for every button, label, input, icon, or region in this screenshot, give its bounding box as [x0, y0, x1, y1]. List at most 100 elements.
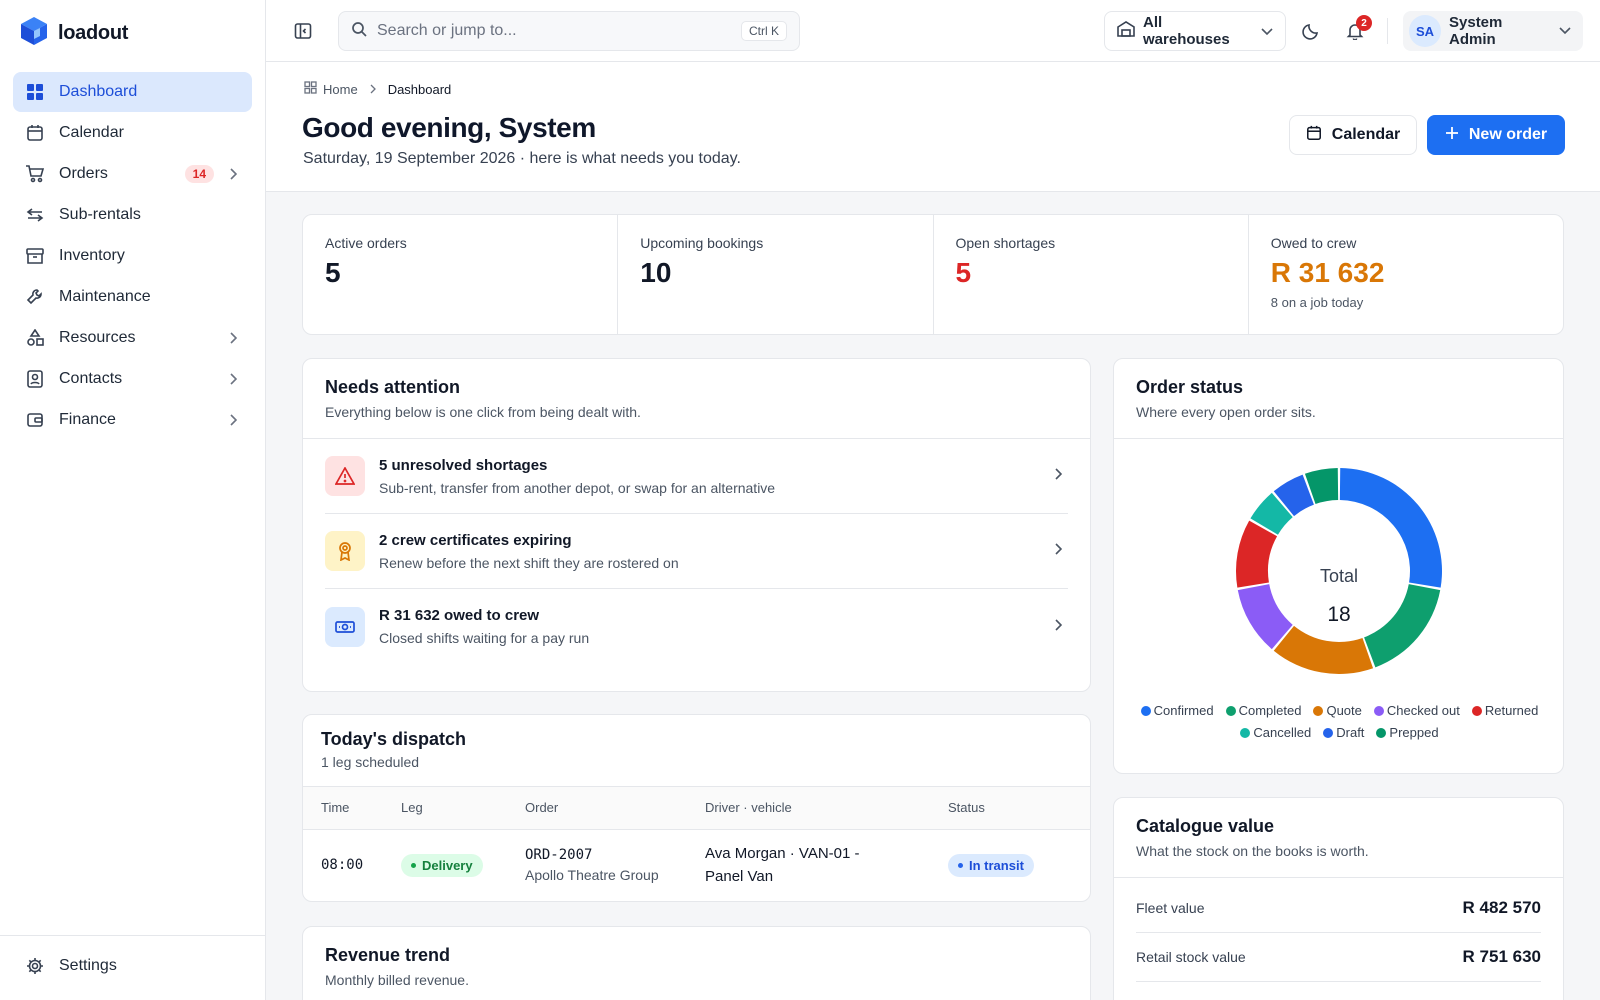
donut-slice-confirmed[interactable]: [1339, 468, 1442, 588]
donut-slice-checked-out[interactable]: [1237, 584, 1293, 650]
user-menu[interactable]: SA System Admin: [1403, 11, 1583, 51]
stat-owed-to-crew[interactable]: Owed to crew R 31 632 8 on a job today: [1249, 215, 1563, 334]
sidebar-item-inventory[interactable]: Inventory: [13, 236, 252, 276]
swap-icon: [25, 205, 45, 225]
calendar-button[interactable]: Calendar: [1289, 115, 1417, 155]
legend-swatch: [1376, 727, 1387, 738]
sidebar-item-label: Maintenance: [59, 288, 151, 305]
leg-badge: Delivery: [401, 853, 483, 877]
legend-label: Completed: [1238, 703, 1302, 718]
sidebar-item-label: Orders: [59, 165, 108, 182]
legend-item[interactable]: Checked out: [1373, 703, 1460, 718]
legend-item[interactable]: Cancelled: [1240, 725, 1311, 740]
attention-item-certificates[interactable]: 2 crew certificates expiring Renew befor…: [325, 514, 1068, 589]
attention-item-shortages[interactable]: 5 unresolved shortages Sub-rent, transfe…: [325, 439, 1068, 514]
sidebar-item-maintenance[interactable]: Maintenance: [13, 277, 252, 317]
stat-value: 5: [325, 257, 341, 288]
notifications-bell-icon[interactable]: 2: [1344, 15, 1372, 42]
contact-card-icon: [25, 369, 45, 389]
sidebar-item-dashboard[interactable]: Dashboard: [13, 72, 252, 112]
sidebar-item-calendar[interactable]: Calendar: [13, 113, 252, 153]
sidebar-item-contacts[interactable]: Contacts: [13, 359, 252, 399]
catalogue-row-value: R 482 570: [1462, 898, 1541, 917]
search-icon: [351, 21, 367, 42]
donut-center-label: Total: [1320, 566, 1358, 586]
status-dot: [958, 862, 963, 868]
stat-value: R 31 632: [1270, 257, 1385, 288]
donut-slice-returned[interactable]: [1236, 520, 1278, 588]
needs-attention-card: Needs attention Everything below is one …: [302, 358, 1091, 692]
chevron-right-icon[interactable]: [226, 413, 240, 427]
breadcrumb-home-link[interactable]: Home: [323, 81, 358, 97]
card-header: Today's dispatch 1 leg scheduled: [303, 715, 1090, 787]
order-number[interactable]: ORD-2007: [525, 847, 593, 864]
brand[interactable]: loadout: [20, 16, 128, 51]
chevron-right-icon: [370, 82, 376, 97]
stat-open-shortages[interactable]: Open shortages 5: [934, 215, 1249, 334]
stat-upcoming-bookings[interactable]: Upcoming bookings 10: [618, 215, 934, 334]
legend-item[interactable]: Returned: [1471, 703, 1538, 718]
sidebar-item-label: Finance: [59, 411, 116, 428]
legend-swatch: [1140, 705, 1151, 716]
catalogue-row-retail: Retail stock value R 751 630: [1136, 933, 1541, 982]
stat-label: Owed to crew: [1270, 235, 1357, 251]
stat-active-orders[interactable]: Active orders 5: [303, 215, 619, 334]
search-shortcut-hint: Ctrl K: [741, 21, 787, 41]
breadcrumb: Home Dashboard: [304, 81, 451, 97]
sidebar-item-orders[interactable]: Orders 14: [13, 154, 252, 194]
legend-swatch: [1225, 705, 1236, 716]
chevron-right-icon: [1054, 618, 1063, 636]
notification-count-badge: 2: [1356, 15, 1372, 31]
sidebar-item-settings[interactable]: Settings: [13, 946, 253, 986]
chevron-right-icon[interactable]: [226, 331, 240, 345]
legend-item[interactable]: Completed: [1225, 703, 1302, 718]
attention-item-title: 2 crew certificates expiring: [379, 531, 572, 549]
legend-label: Quote: [1326, 703, 1362, 718]
column-header-leg: Leg: [401, 787, 525, 830]
sidebar-item-sub-rentals[interactable]: Sub-rentals: [13, 195, 252, 235]
attention-item-desc: Closed shifts waiting for a pay run: [379, 630, 590, 646]
dispatch-order-cell: ORD-2007 Apollo Theatre Group: [525, 829, 705, 901]
sidebar-nav: Dashboard Calendar Orders 14 Sub-rentals: [13, 72, 252, 441]
sidebar-item-label: Sub-rentals: [59, 206, 141, 223]
legend-item[interactable]: Prepped: [1376, 725, 1439, 740]
chevron-right-icon[interactable]: [226, 167, 240, 181]
sidebar-item-finance[interactable]: Finance: [13, 400, 252, 440]
chevron-down-icon: [1559, 22, 1571, 40]
leg-badge-label: Delivery: [422, 857, 473, 873]
donut-slice-quote[interactable]: [1273, 625, 1374, 674]
theme-toggle-moon-icon[interactable]: [1300, 20, 1322, 42]
legend-item[interactable]: Quote: [1313, 703, 1362, 718]
donut-slice-prepped[interactable]: [1304, 468, 1339, 504]
new-order-button[interactable]: New order: [1427, 115, 1565, 155]
avatar: SA: [1409, 15, 1441, 47]
card-subtitle: Monthly billed revenue.: [325, 972, 469, 988]
sidebar: loadout Dashboard Calendar Orders 14: [0, 0, 266, 1000]
sidebar-toggle-icon[interactable]: [292, 20, 314, 42]
grid-icon: [304, 81, 317, 97]
dispatch-card: Today's dispatch 1 leg scheduled Time Le…: [302, 714, 1091, 902]
table-row[interactable]: 08:00 Delivery ORD-2007 Apollo Theatre G…: [303, 829, 1090, 901]
orders-count-badge: 14: [184, 165, 214, 183]
donut-slice-completed[interactable]: [1364, 584, 1441, 668]
calendar-icon: [25, 123, 45, 143]
dispatch-table: Time Leg Order Driver · vehicle Status 0…: [303, 787, 1090, 901]
user-name: System Admin: [1449, 14, 1503, 48]
search-input[interactable]: [377, 22, 741, 40]
legend-item[interactable]: Confirmed: [1140, 703, 1214, 718]
attention-item-crew-pay[interactable]: R 31 632 owed to crew Closed shifts wait…: [325, 589, 1068, 664]
donut-slice-draft[interactable]: [1273, 474, 1314, 517]
stat-label: Active orders: [325, 235, 407, 251]
table-header-row: Time Leg Order Driver · vehicle Status: [303, 787, 1090, 830]
shapes-icon: [25, 328, 45, 348]
donut-slice-cancelled[interactable]: [1250, 492, 1293, 535]
search-bar[interactable]: Ctrl K: [338, 11, 800, 51]
calendar-button-label: Calendar: [1331, 126, 1401, 143]
legend-label: Checked out: [1386, 703, 1460, 718]
legend-item[interactable]: Draft: [1323, 725, 1364, 740]
sidebar-item-resources[interactable]: Resources: [13, 318, 252, 358]
card-header: Needs attention Everything below is one …: [303, 359, 1090, 439]
chevron-right-icon[interactable]: [226, 372, 240, 386]
warehouse-select[interactable]: All warehouses: [1104, 11, 1286, 51]
dispatch-time: 08:00: [321, 857, 364, 874]
